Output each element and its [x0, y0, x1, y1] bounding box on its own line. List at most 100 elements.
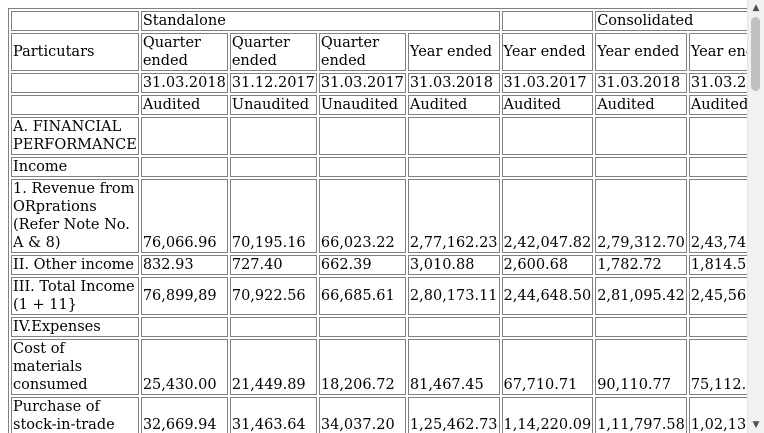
scroll-up-arrow-icon[interactable]: ▲	[752, 3, 760, 13]
value-cell: 66,023.22	[318, 179, 406, 253]
value-cell: 2,45,562.03	[688, 277, 747, 315]
audit-status-cell: Audited	[688, 95, 747, 115]
value-cell: 76,066.96	[140, 179, 228, 253]
value-cell: 832.93	[140, 255, 228, 275]
row-label: Income	[11, 157, 139, 177]
audit-status-cell: Audited	[407, 95, 500, 115]
row-label: 1. Revenue from ORprations (Refer Note N…	[11, 179, 139, 253]
row-label: Cost of materials consumed	[11, 339, 139, 395]
audit-status-row: Audited Unaudited Unaudited Audited Audi…	[11, 95, 747, 115]
value-cell: 66,685.61	[318, 277, 406, 315]
value-cell: 2,80,173.11	[407, 277, 500, 315]
table-row: II. Other income 832.93 727.40 662.39 3,…	[11, 255, 747, 275]
period-label: Year ended	[407, 33, 500, 71]
vertical-scrollbar[interactable]: ▲ ▼	[747, 0, 764, 433]
value-cell	[595, 117, 687, 155]
table-row: Income	[11, 157, 747, 177]
value-cell: 2,81,095.42	[595, 277, 687, 315]
value-cell	[407, 317, 500, 337]
value-cell	[595, 317, 687, 337]
value-cell	[229, 157, 317, 177]
date-cell: 31.03.2018	[140, 73, 228, 93]
value-cell	[407, 157, 500, 177]
date-cell: 31.03.2017	[318, 73, 406, 93]
value-cell	[318, 117, 406, 155]
value-cell: 25,430.00	[140, 339, 228, 395]
value-cell	[140, 317, 228, 337]
row-label: Purchase of stock-in-trade	[11, 397, 139, 433]
value-cell: 1,782.72	[595, 255, 687, 275]
value-cell: 75,112.16	[688, 339, 747, 395]
row-label: A. FINANCIAL PERFORMANCE	[11, 117, 139, 155]
value-cell: 1,11,797.58	[595, 397, 687, 433]
value-cell	[407, 117, 500, 155]
scroll-down-arrow-icon[interactable]: ▼	[752, 420, 760, 430]
table-row: Cost of materials consumed 25,430.00 21,…	[11, 339, 747, 395]
period-header-row: Particutars Quarter ended Quarter ended …	[11, 33, 747, 71]
value-cell: 18,206.72	[318, 339, 406, 395]
value-cell: 67,710.71	[501, 339, 594, 395]
row-label: II. Other income	[11, 255, 139, 275]
value-cell: 2,79,312.70	[595, 179, 687, 253]
consolidated-header: Consolidated	[595, 11, 747, 31]
value-cell: 32,669.94	[140, 397, 228, 433]
value-cell	[229, 117, 317, 155]
date-cell: 31.03.2018	[407, 73, 500, 93]
value-cell	[501, 117, 594, 155]
value-cell: 2,44,648.50	[501, 277, 594, 315]
audit-status-cell: Unaudited	[318, 95, 406, 115]
document-viewport: Standalone Consolidated Particutars Quar…	[8, 8, 747, 433]
value-cell	[595, 157, 687, 177]
period-label: Year ended	[595, 33, 687, 71]
value-cell: 1,814.57	[688, 255, 747, 275]
audit-status-cell: Audited	[501, 95, 594, 115]
value-cell	[688, 317, 747, 337]
table-row: III. Total Income (1 + 11} 76,899,89 70,…	[11, 277, 747, 315]
period-label: Quarter ended	[318, 33, 406, 71]
empty-cell	[11, 73, 139, 93]
group-header-row: Standalone Consolidated	[11, 11, 747, 31]
empty-cell	[501, 11, 594, 31]
value-cell: 2,42,047.82	[501, 179, 594, 253]
audit-status-cell: Audited	[140, 95, 228, 115]
value-cell	[140, 157, 228, 177]
value-cell: 34,037.20	[318, 397, 406, 433]
date-cell: 31.03.2017	[688, 73, 747, 93]
value-cell: 1,02,131.17	[688, 397, 747, 433]
table-row: A. FINANCIAL PERFORMANCE	[11, 117, 747, 155]
value-cell	[501, 157, 594, 177]
value-cell: 1,25,462.73	[407, 397, 500, 433]
value-cell	[318, 317, 406, 337]
scrollbar-thumb[interactable]	[751, 17, 760, 91]
period-label: Year ended	[501, 33, 594, 71]
value-cell: 1,14,220.09	[501, 397, 594, 433]
value-cell: 21,449.89	[229, 339, 317, 395]
audit-status-cell: Audited	[595, 95, 687, 115]
empty-cell	[11, 11, 139, 31]
empty-cell	[11, 95, 139, 115]
table-row: IV.Expenses	[11, 317, 747, 337]
value-cell: 90,110.77	[595, 339, 687, 395]
standalone-header: Standalone	[140, 11, 500, 31]
period-label: Quarter ended	[140, 33, 228, 71]
date-cell: 31.12.2017	[229, 73, 317, 93]
particulars-header: Particutars	[11, 33, 139, 71]
value-cell	[318, 157, 406, 177]
value-cell: 70,195.16	[229, 179, 317, 253]
row-label: IV.Expenses	[11, 317, 139, 337]
value-cell: 2,43,747.46	[688, 179, 747, 253]
value-cell: 76,899,89	[140, 277, 228, 315]
period-label: Quarter ended	[229, 33, 317, 71]
value-cell	[229, 317, 317, 337]
value-cell	[140, 117, 228, 155]
row-label: III. Total Income (1 + 11}	[11, 277, 139, 315]
value-cell	[501, 317, 594, 337]
value-cell	[688, 157, 747, 177]
value-cell	[688, 117, 747, 155]
financial-results-table: Standalone Consolidated Particutars Quar…	[8, 8, 747, 433]
value-cell: 31,463.64	[229, 397, 317, 433]
value-cell: 2,77,162.23	[407, 179, 500, 253]
date-cell: 31.03.2017	[501, 73, 594, 93]
date-cell: 31.03.2018	[595, 73, 687, 93]
value-cell: 727.40	[229, 255, 317, 275]
